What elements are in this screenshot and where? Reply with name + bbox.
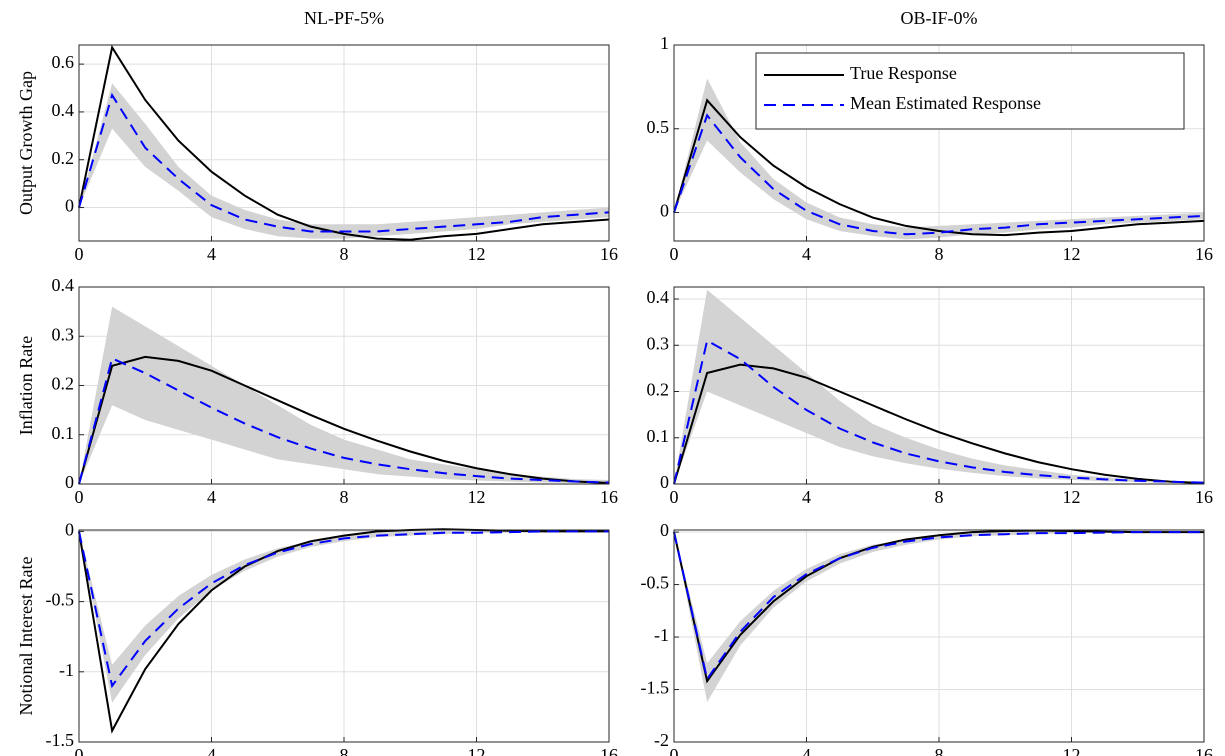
x-tick-label: 8 (340, 244, 349, 264)
x-tick-label: 16 (1195, 487, 1213, 507)
y-tick-label: -2 (654, 730, 669, 750)
y-tick-label: -1 (654, 625, 669, 645)
x-tick-label: 8 (935, 487, 944, 507)
subplot: 0 4 8 12 16 -2 -1.5 -1 -0.5 0 (641, 520, 1214, 756)
x-tick-label: 12 (468, 745, 486, 756)
y-tick-label: 0 (65, 520, 74, 540)
x-tick-label: 16 (1195, 745, 1213, 756)
x-tick-label: 4 (207, 745, 216, 756)
series-line (673, 339, 1205, 485)
subplot: 0 4 8 12 16 0 0.2 0.4 0.6 NL-PF-5% Output Growth G… (16, 8, 618, 264)
x-tick-label: 12 (468, 244, 486, 264)
y-tick-label: 0.5 (647, 117, 670, 137)
x-tick-label: 0 (75, 745, 84, 756)
x-tick-label: 0 (670, 745, 679, 756)
y-tick-label: 0.4 (52, 100, 75, 120)
y-tick-label: -0.5 (641, 573, 670, 593)
y-tick-label: 0.4 (52, 275, 75, 295)
subplot: 0 4 8 12 16 0 0.5 1 OB-IF-0% True Response Mean Es… (647, 8, 1214, 264)
series-line (78, 44, 610, 241)
y-tick-label: 0 (65, 472, 74, 492)
subplot: 0 4 8 12 16 0 0.1 0.2 0.3 0.4 (647, 286, 1213, 507)
y-tick-label: 0.6 (52, 52, 75, 72)
series-line (78, 530, 609, 689)
y-tick-label: 0 (660, 472, 669, 492)
legend-label: True Response (850, 63, 957, 83)
series-line (78, 357, 610, 485)
legend-box (755, 52, 1185, 130)
x-tick-label: 12 (1063, 487, 1081, 507)
subplot: 0 4 8 12 16 0 0.1 0.2 0.3 0.4 Inflation Rate (16, 275, 618, 507)
y-tick-label: 0.3 (52, 324, 75, 344)
y-tick-label: -0.5 (46, 590, 75, 610)
subplot-title: OB-IF-0% (901, 8, 978, 28)
y-tick-label: 1 (660, 33, 669, 53)
x-tick-label: 12 (1063, 745, 1081, 756)
x-tick-label: 16 (1195, 244, 1213, 264)
x-tick-label: 4 (802, 487, 811, 507)
series-line (673, 113, 1205, 236)
y-tick-label: 0.2 (647, 380, 670, 400)
x-tick-label: 4 (802, 745, 811, 756)
series-line (673, 363, 1205, 485)
x-tick-label: 0 (75, 244, 84, 264)
y-tick-label: 0.4 (647, 287, 670, 307)
y-tick-label: 0.2 (52, 148, 75, 168)
legend-label: Mean Estimated Response (850, 93, 1041, 113)
x-tick-label: 12 (468, 487, 486, 507)
x-tick-label: 16 (600, 745, 618, 756)
x-tick-label: 8 (340, 745, 349, 756)
confidence-band (674, 289, 1204, 484)
y-tick-label: 0.3 (647, 333, 670, 353)
x-tick-label: 4 (207, 487, 216, 507)
series-line (78, 355, 610, 485)
y-axis-label: Inflation Rate (16, 336, 36, 435)
y-tick-label: 0.1 (647, 426, 670, 446)
x-tick-label: 12 (1063, 244, 1081, 264)
x-tick-label: 4 (802, 244, 811, 264)
y-tick-label: -1.5 (641, 678, 670, 698)
y-tick-label: 0 (65, 196, 74, 216)
series-line (673, 531, 1204, 682)
confidence-band (79, 306, 609, 484)
subplot: 0 4 8 12 16 -1.5 -1 -0.5 0 Notional Interest Rate (16, 520, 618, 756)
x-tick-label: 8 (935, 745, 944, 756)
series-line (673, 98, 1205, 237)
x-tick-label: 16 (600, 487, 618, 507)
x-tick-label: 8 (340, 487, 349, 507)
confidence-band (79, 83, 609, 239)
y-tick-label: -1 (59, 660, 74, 680)
x-tick-label: 4 (207, 244, 216, 264)
series-line (78, 92, 610, 233)
y-tick-label: 0.1 (52, 423, 75, 443)
x-tick-label: 16 (600, 244, 618, 264)
y-axis-label: Notional Interest Rate (16, 557, 36, 716)
x-tick-label: 8 (935, 244, 944, 264)
y-tick-label: 0 (660, 201, 669, 221)
subplot-title: NL-PF-5% (304, 8, 384, 28)
y-tick-label: -1.5 (46, 730, 75, 750)
x-tick-label: 0 (670, 244, 679, 264)
x-tick-label: 0 (670, 487, 679, 507)
y-tick-label: 0.2 (52, 374, 75, 394)
x-tick-label: 0 (75, 487, 84, 507)
y-axis-label: Output Growth Gap (16, 71, 36, 215)
y-tick-label: 0 (660, 520, 669, 540)
